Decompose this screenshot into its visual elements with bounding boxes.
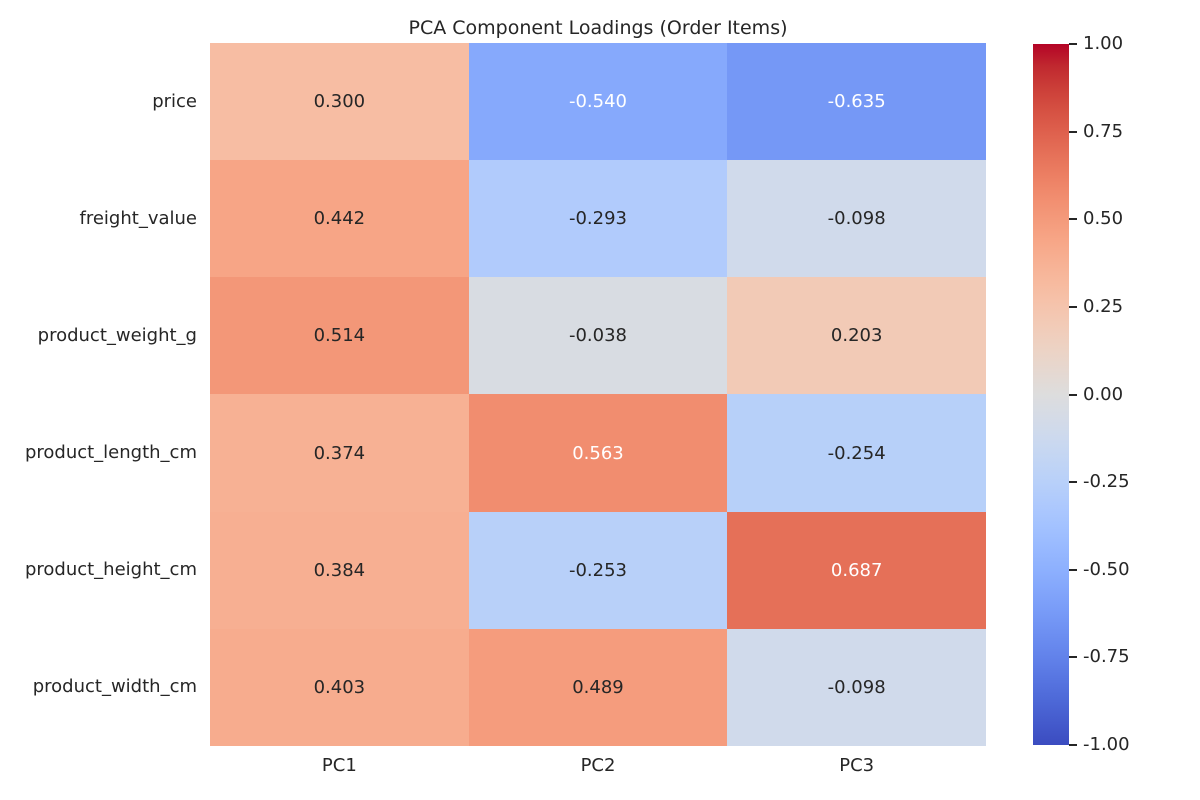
x-tick-label-PC2: PC2	[580, 755, 616, 776]
cell-value: 0.203	[830, 325, 883, 347]
cell-value: -0.038	[568, 325, 627, 347]
colorbar-tick-label--1.00: -1.00	[1083, 734, 1130, 755]
cell-value: -0.540	[568, 91, 627, 113]
heatmap-cell-price-PC2: -0.540	[468, 43, 728, 161]
cell-value: 0.442	[313, 208, 366, 230]
y-tick-label-product_weight_g: product_weight_g	[37, 324, 197, 346]
cell-value: 0.300	[313, 91, 366, 113]
cell-value: -0.253	[568, 559, 627, 581]
heatmap-cell-price-PC1: 0.300	[210, 43, 469, 161]
x-tick-label-PC3: PC3	[839, 755, 875, 776]
heatmap-cell-product_weight_g-PC1: 0.514	[210, 277, 469, 395]
colorbar-tick-mark	[1069, 393, 1077, 396]
cell-value: 0.514	[313, 325, 366, 347]
colorbar-tick-mark	[1069, 43, 1077, 45]
cell-value: -0.293	[568, 208, 627, 230]
colorbar-gradient	[1033, 44, 1069, 745]
colorbar-tick-label-0.00: 0.00	[1083, 383, 1124, 405]
colorbar-tick-mark	[1069, 744, 1077, 746]
y-tick-label-product_height_cm: product_height_cm	[24, 559, 197, 581]
colorbar-tick-mark	[1069, 481, 1077, 484]
cell-value: 0.384	[313, 559, 366, 581]
heatmap-cell-product_width_cm-PC1: 0.403	[210, 628, 469, 746]
cell-value: -0.098	[827, 208, 886, 230]
heatmap-cell-product_length_cm-PC3: -0.254	[727, 394, 986, 512]
heatmap-cell-product_width_cm-PC2: 0.489	[468, 628, 728, 746]
cell-value: 0.489	[572, 676, 624, 698]
colorbar-tick-label--0.50: -0.50	[1083, 558, 1130, 580]
heatmap-cell-product_length_cm-PC1: 0.374	[210, 394, 469, 512]
x-axis-labels: PC1 PC2 PC3	[210, 755, 986, 779]
cell-value: 0.563	[572, 442, 624, 464]
colorbar-tick-label-0.25: 0.25	[1083, 295, 1124, 317]
colorbar-tick-mark	[1069, 305, 1077, 308]
colorbar-tick-label-0.75: 0.75	[1083, 120, 1124, 142]
cell-value: 0.403	[313, 676, 366, 698]
x-tick-label-PC1: PC1	[321, 755, 357, 776]
heatmap-cell-product_weight_g-PC3: 0.203	[727, 277, 986, 395]
heatmap-cell-product_height_cm-PC3: 0.687	[727, 511, 986, 629]
colorbar-tick-label--0.75: -0.75	[1083, 646, 1130, 668]
heatmap-cell-price-PC3: -0.635	[727, 43, 986, 161]
heatmap-cell-freight_value-PC2: -0.293	[468, 160, 728, 278]
cell-value: -0.254	[827, 442, 886, 464]
y-tick-label-product_width_cm: product_width_cm	[32, 676, 197, 698]
cell-value: -0.635	[827, 91, 886, 113]
cell-value: 0.687	[830, 559, 883, 581]
y-tick-label-freight_value: freight_value	[79, 207, 197, 229]
colorbar-tick-label--0.25: -0.25	[1083, 471, 1130, 493]
colorbar-tick-label-1.00: 1.00	[1083, 33, 1124, 54]
heatmap-cell-product_length_cm-PC2: 0.563	[468, 394, 728, 512]
cell-value: -0.098	[827, 676, 886, 698]
heatmap-cell-product_width_cm-PC3: -0.098	[727, 628, 986, 746]
cell-value: 0.374	[313, 442, 366, 464]
colorbar-tick-mark	[1069, 130, 1077, 133]
heatmap-cell-product_height_cm-PC1: 0.384	[210, 511, 469, 629]
colorbar-tick-mark	[1069, 218, 1077, 221]
colorbar	[1033, 44, 1069, 745]
heatmap-cell-freight_value-PC3: -0.098	[727, 160, 986, 278]
chart-title: PCA Component Loadings (Order Items)	[408, 17, 788, 39]
heatmap-grid: 0.300 -0.540 -0.635 0.442 -0.293 -0.098 0.514 -…	[210, 43, 986, 746]
colorbar-tick-mark	[1069, 656, 1077, 659]
y-tick-label-price: price	[152, 90, 197, 112]
heatmap-cell-product_weight_g-PC2: -0.038	[468, 277, 728, 395]
heatmap-cell-product_height_cm-PC2: -0.253	[468, 511, 728, 629]
colorbar-tick-label-0.50: 0.50	[1083, 208, 1124, 230]
y-tick-label-product_length_cm: product_length_cm	[24, 442, 197, 464]
colorbar-tick-mark	[1069, 568, 1077, 571]
heatmap-cell-freight_value-PC1: 0.442	[210, 160, 469, 278]
